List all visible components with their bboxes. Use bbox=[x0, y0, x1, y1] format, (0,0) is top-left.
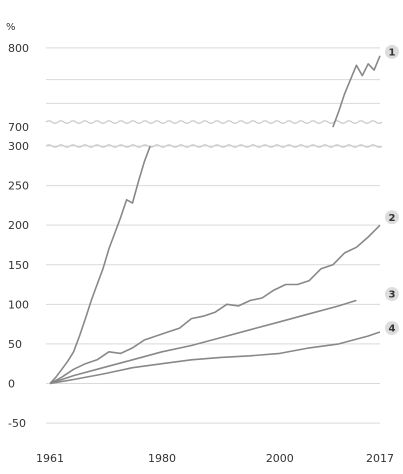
x-tick-labels: 1961 1980 2000 2017 bbox=[36, 452, 394, 465]
y-tick-label: 100 bbox=[8, 298, 29, 311]
y-tick-label: 250 bbox=[8, 180, 29, 193]
y-tick-label: 300 bbox=[8, 140, 29, 153]
series-1-line-segment bbox=[333, 56, 380, 127]
x-tick-label: 1961 bbox=[36, 452, 64, 465]
series-badge-label: 4 bbox=[389, 324, 396, 335]
gridlines bbox=[46, 48, 380, 423]
series-badges: 1 2 3 4 bbox=[385, 45, 399, 335]
y-tick-labels: -50 0 50 100 150 200 250 300 700 800 bbox=[8, 42, 29, 430]
y-tick-label: 800 bbox=[8, 42, 29, 55]
y-tick-label: 0 bbox=[8, 378, 15, 391]
series-badge-label: 3 bbox=[389, 290, 396, 301]
y-tick-label: 200 bbox=[8, 219, 29, 232]
y-axis-unit-label: % bbox=[6, 22, 16, 33]
y-tick-label: 700 bbox=[8, 121, 29, 134]
x-tick-label: 2017 bbox=[366, 452, 394, 465]
x-tick-label: 1980 bbox=[148, 452, 176, 465]
axis-break-marks bbox=[46, 121, 382, 147]
y-tick-label: 150 bbox=[8, 259, 29, 272]
series-lines bbox=[50, 56, 380, 384]
axis-break-wave bbox=[46, 121, 382, 124]
series-3-line bbox=[50, 300, 356, 383]
series-badge-label: 1 bbox=[389, 47, 396, 58]
series-badge-label: 2 bbox=[389, 213, 396, 224]
x-tick-label: 2000 bbox=[266, 452, 294, 465]
y-tick-label: 50 bbox=[8, 338, 22, 351]
y-tick-label: -50 bbox=[8, 417, 26, 430]
